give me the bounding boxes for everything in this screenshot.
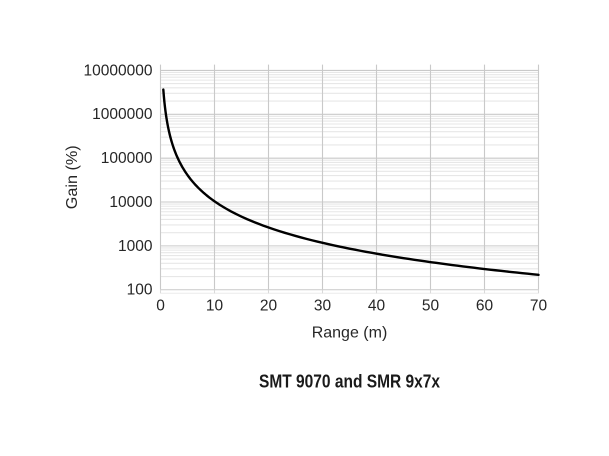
- svg-text:60: 60: [476, 298, 494, 315]
- svg-text:100: 100: [127, 282, 153, 299]
- svg-text:1000000: 1000000: [92, 106, 153, 123]
- svg-text:50: 50: [422, 298, 440, 315]
- svg-text:10: 10: [206, 298, 224, 315]
- svg-text:40: 40: [368, 298, 386, 315]
- svg-text:Gain (%): Gain (%): [64, 145, 81, 209]
- svg-text:10000000: 10000000: [84, 62, 153, 79]
- svg-text:Range (m): Range (m): [312, 325, 388, 342]
- svg-text:100000: 100000: [101, 150, 153, 167]
- svg-text:10000: 10000: [109, 194, 152, 211]
- svg-text:0: 0: [156, 298, 165, 315]
- svg-text:30: 30: [314, 298, 332, 315]
- svg-text:20: 20: [260, 298, 278, 315]
- svg-text:1000: 1000: [118, 238, 153, 255]
- svg-text:70: 70: [530, 298, 548, 315]
- svg-text:SMT 9070 and SMR 9x7x: SMT 9070 and SMR 9x7x: [259, 371, 440, 391]
